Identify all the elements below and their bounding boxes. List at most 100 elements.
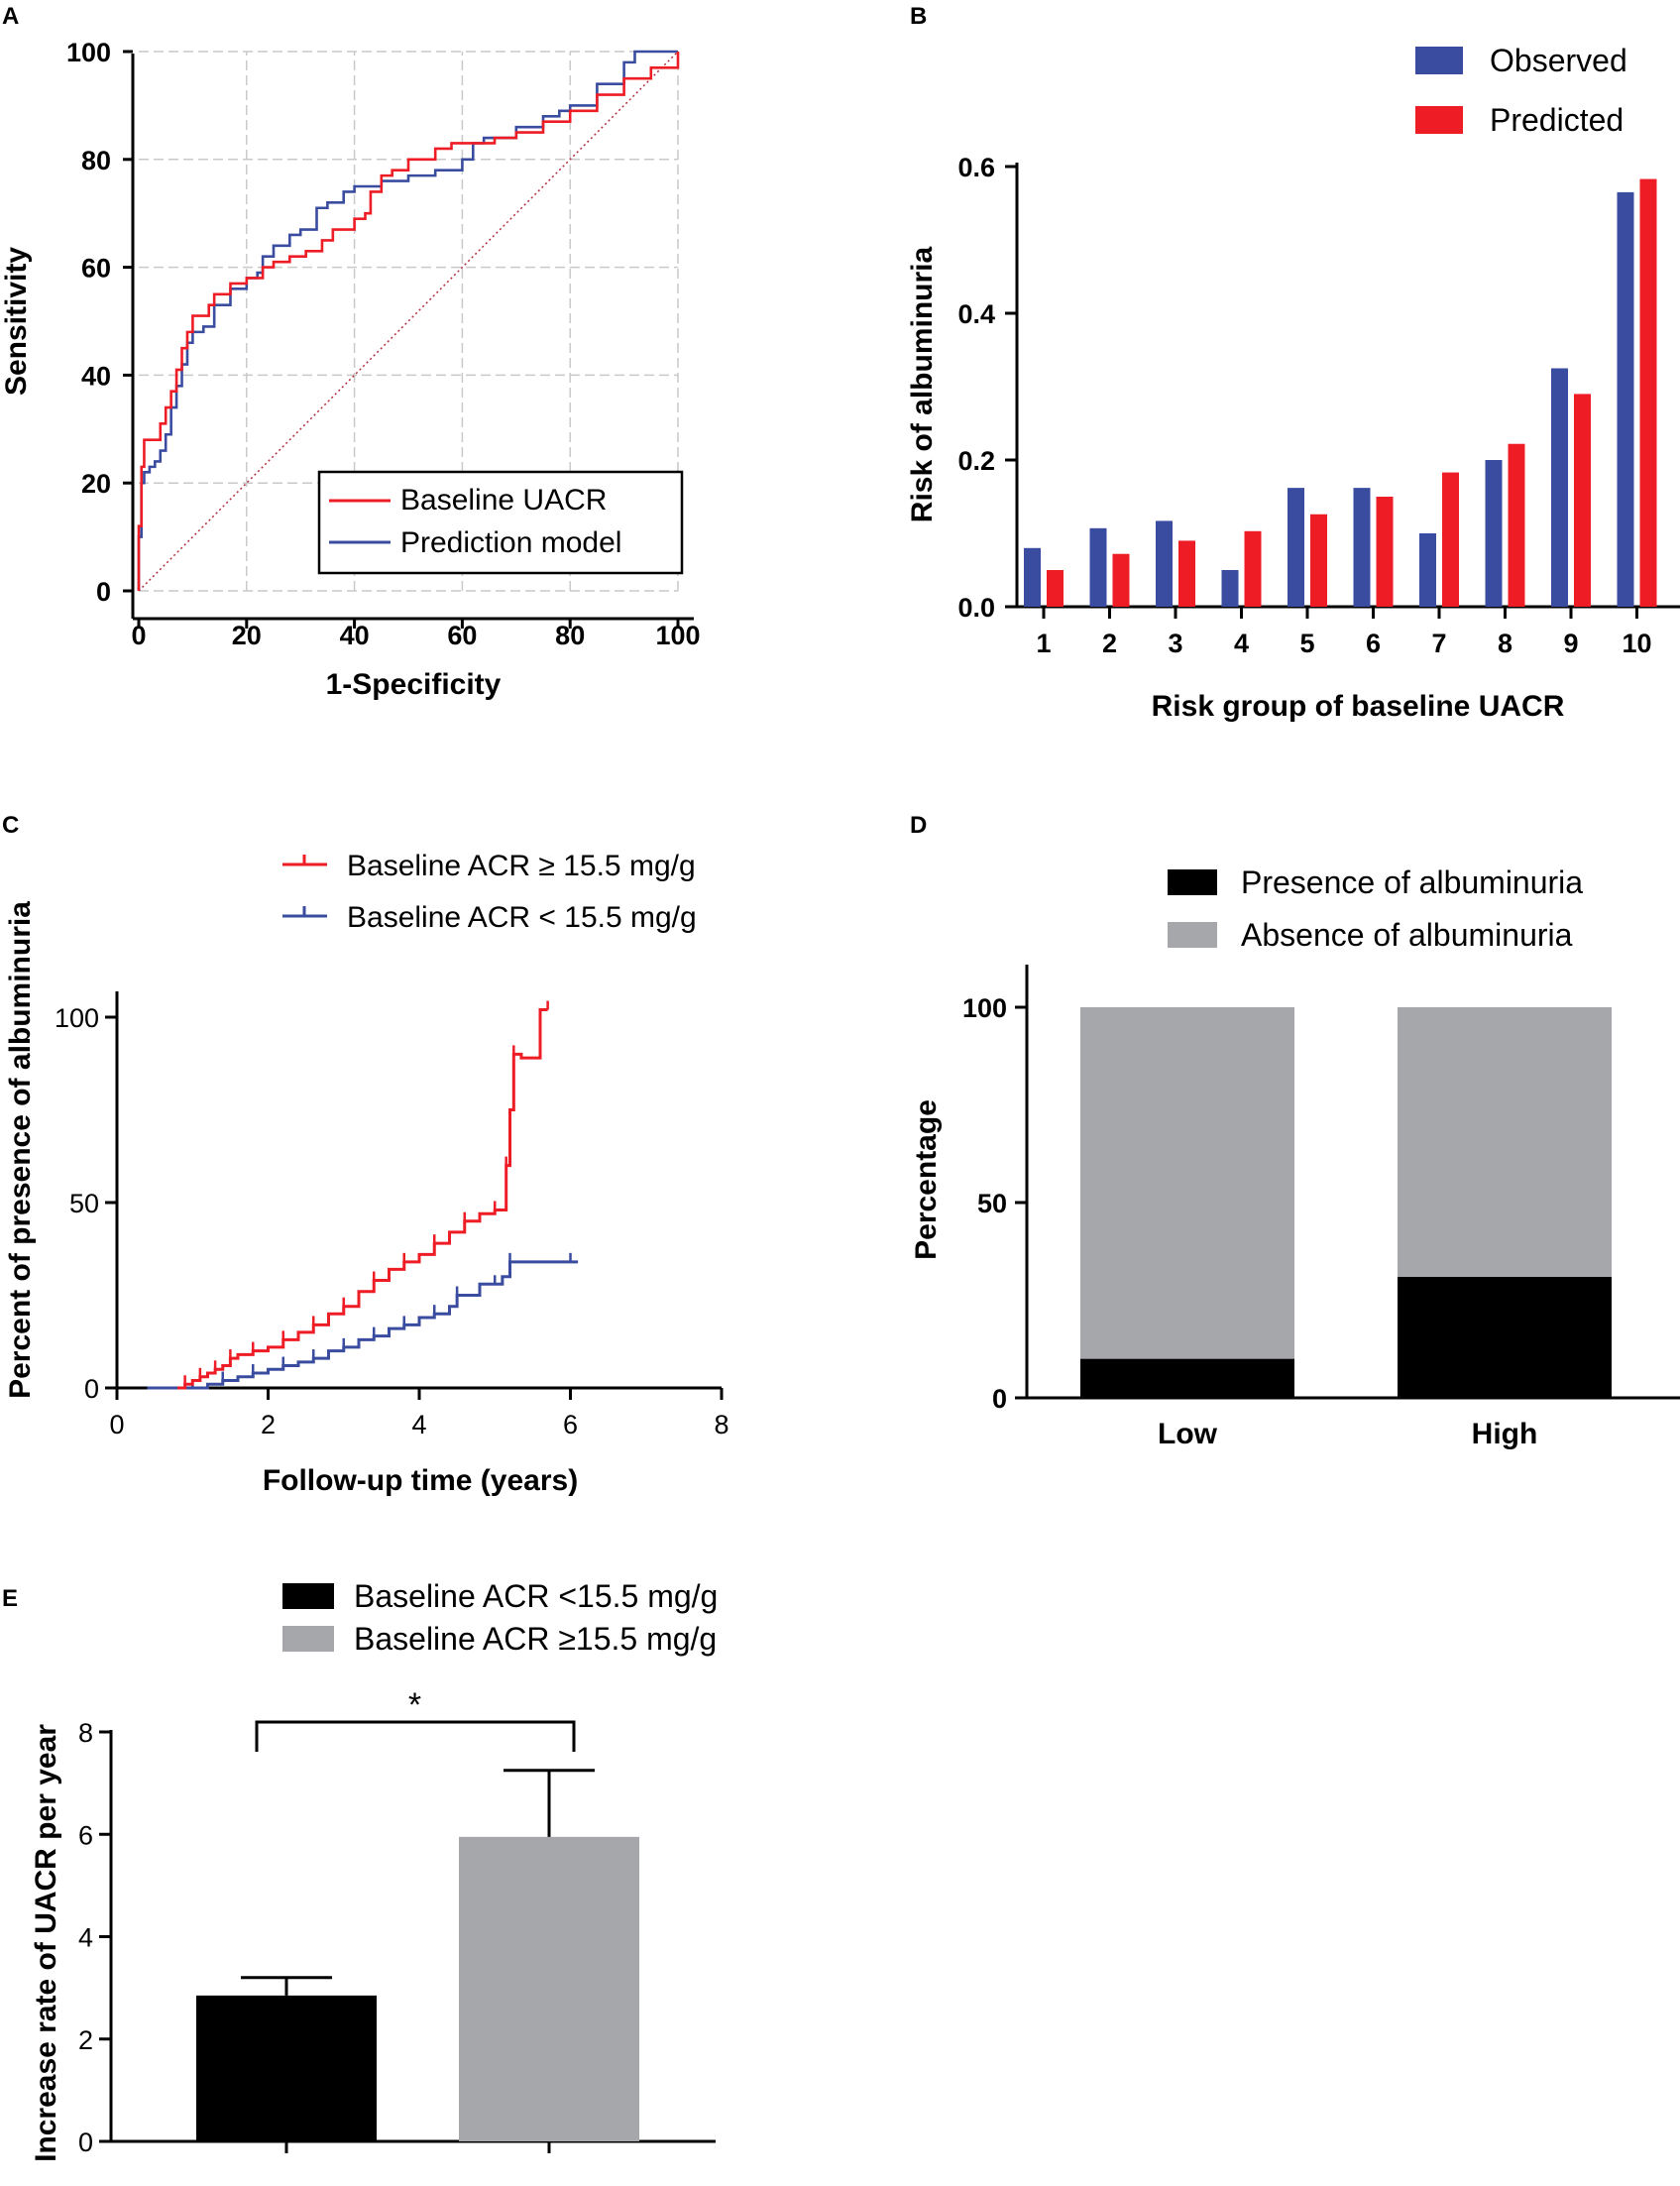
panel-c-y-label: Percent of presence of albuminuria	[4, 901, 37, 1399]
x-tick-label: 0	[131, 621, 146, 650]
x-tick-label: 7	[1431, 629, 1446, 658]
x-tick-label: 1	[1036, 629, 1051, 658]
baseline-uacr-roc-line	[137, 52, 680, 591]
observed-bar	[1353, 488, 1371, 607]
y-tick-label: 100	[962, 993, 1007, 1023]
panel-b-x-label: Risk group of baseline UACR	[1152, 690, 1565, 723]
absence-bar-segment	[1398, 1007, 1612, 1277]
panel-c-x-label: Follow-up time (years)	[263, 1464, 578, 1497]
legend-label-baseline-uacr: Baseline UACR	[400, 484, 607, 517]
x-tick-label: 6	[1366, 629, 1381, 658]
y-tick-label: 0.6	[957, 153, 995, 182]
y-tick-label: 0.2	[957, 446, 995, 476]
y-tick-label: 100	[55, 1003, 99, 1033]
panel-d: D Presence of albuminuria Absence of alb…	[910, 812, 1680, 1450]
panel-a-y-label: Sensitivity	[0, 247, 33, 396]
significance-asterisk: *	[408, 1686, 421, 1724]
panel-c-series	[147, 1000, 579, 1390]
predicted-bar	[1244, 530, 1262, 607]
legend-label-predicted: Predicted	[1490, 102, 1624, 138]
legend-swatch-observed	[1415, 47, 1463, 74]
predicted-bar	[1442, 472, 1459, 607]
x-tick-label: 8	[714, 1410, 728, 1439]
panel-b-bars	[1024, 178, 1657, 607]
observed-bar	[1551, 368, 1568, 607]
panel-b-y-label: Risk of albuminuria	[906, 247, 939, 523]
panel-d-y-label: Percentage	[910, 1099, 943, 1260]
panel-d-bars	[1080, 1007, 1612, 1398]
legend-swatch-presence	[1168, 869, 1217, 895]
panel-label-c: C	[2, 812, 19, 839]
x-tick-label: 4	[411, 1410, 426, 1439]
observed-bar	[1024, 547, 1041, 607]
presence-bar-segment	[1080, 1358, 1294, 1398]
observed-bar	[1288, 488, 1304, 607]
legend-label-low-acr-bar: Baseline ACR <15.5 mg/g	[354, 1578, 718, 1614]
y-tick-label: 60	[81, 254, 111, 284]
y-tick-label: 50	[977, 1189, 1007, 1218]
rate-bar	[459, 1836, 639, 2141]
x-tick-label: 9	[1563, 629, 1578, 658]
panel-label-a: A	[2, 3, 19, 30]
y-tick-label: 0.0	[957, 593, 995, 623]
x-tick-label: 3	[1168, 629, 1182, 658]
x-tick-label: 100	[655, 621, 700, 650]
legend-label-low-acr: Baseline ACR < 15.5 mg/g	[347, 901, 697, 934]
rate-bar	[196, 1995, 377, 2141]
y-tick-label: 8	[78, 1718, 93, 1748]
x-tick-label: 10	[1622, 629, 1651, 658]
y-tick-label: 40	[81, 361, 111, 391]
panel-e-y-label: Increase rate of UACR per year	[30, 1724, 62, 2162]
predicted-bar	[1574, 394, 1591, 607]
predicted-bar	[1047, 570, 1064, 607]
observed-bar	[1485, 460, 1503, 607]
predicted-bar	[1178, 540, 1195, 607]
legend-label-observed: Observed	[1490, 43, 1627, 78]
predicted-bar	[1376, 497, 1394, 607]
x-tick-label: 60	[447, 621, 477, 650]
prediction-model-roc-line	[137, 50, 678, 591]
legend-label-absence: Absence of albuminuria	[1241, 917, 1573, 953]
y-tick-label: 0	[992, 1384, 1007, 1414]
panel-a-legend: Baseline UACR Prediction model	[317, 470, 684, 575]
panel-a-ticks: 0 20 40 60 80 100 0 20 40 60 80 100	[66, 38, 701, 650]
panel-e: E Baseline ACR <15.5 mg/g Baseline ACR ≥…	[2, 1578, 718, 2162]
observed-bar	[1156, 520, 1173, 607]
y-tick-label: 0	[78, 2128, 93, 2157]
presence-bar-segment	[1398, 1276, 1612, 1398]
predicted-bar	[1112, 553, 1130, 607]
panel-b-ticks: 0.0 0.2 0.4 0.6 1 2 3 4 5 6 7 8 9 10	[957, 153, 1651, 658]
legend-label-high-acr-bar: Baseline ACR ≥15.5 mg/g	[354, 1621, 717, 1657]
observed-bar	[1617, 191, 1634, 607]
significance-bracket	[255, 1720, 576, 1752]
x-tick-label: 2	[261, 1410, 276, 1439]
low-acr-incidence-line	[147, 1260, 579, 1390]
panel-c: C Baseline ACR ≥ 15.5 mg/g Baseline ACR …	[2, 812, 729, 1497]
panel-c-ticks: 0 2 4 6 8 0 50 100	[55, 1003, 729, 1439]
x-tick-label: Low	[1158, 1418, 1218, 1450]
panel-label-b: B	[910, 3, 927, 30]
legend-swatch-predicted	[1415, 106, 1463, 134]
panel-c-legend: Baseline ACR ≥ 15.5 mg/g Baseline ACR < …	[282, 850, 697, 934]
panel-e-bars: *	[196, 1686, 639, 2141]
legend-label-presence: Presence of albuminuria	[1241, 864, 1583, 900]
x-tick-label: 80	[555, 621, 585, 650]
x-tick-label: 6	[563, 1410, 578, 1439]
y-tick-label: 0	[96, 577, 111, 607]
y-tick-label: 50	[69, 1189, 99, 1218]
legend-swatch-low-acr-bar	[282, 1583, 334, 1609]
x-tick-label: 8	[1498, 629, 1512, 658]
y-tick-label: 0	[84, 1374, 99, 1404]
panel-label-e: E	[2, 1585, 18, 1612]
observed-bar	[1221, 570, 1239, 607]
legend-swatch-high-acr-bar	[282, 1626, 334, 1652]
x-tick-label: 0	[109, 1410, 124, 1439]
observed-bar	[1089, 527, 1107, 607]
y-tick-label: 100	[66, 38, 111, 67]
panel-a: A 0 20 40 60 80 100 0 20 40 60 80 100 Baseline UACR…	[0, 3, 701, 701]
reference-diagonal-line	[138, 51, 679, 592]
predicted-bar	[1639, 178, 1657, 607]
y-tick-label: 4	[78, 1923, 93, 1953]
predicted-bar	[1310, 514, 1327, 607]
